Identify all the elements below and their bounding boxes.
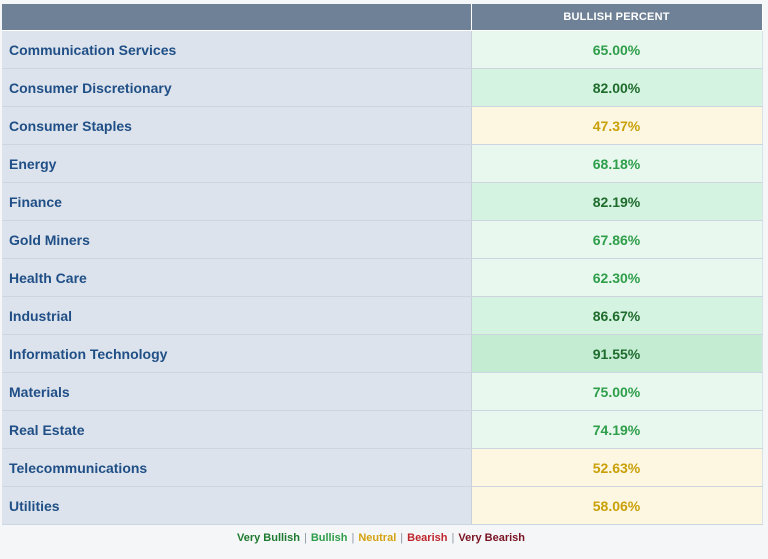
sector-name[interactable]: Industrial xyxy=(2,296,472,335)
bullish-percent-column-header[interactable]: BULLISH PERCENT xyxy=(471,4,763,31)
table-row[interactable]: Telecommunications 52.63% xyxy=(2,448,763,487)
legend-separator: | xyxy=(451,532,455,544)
bullish-percent-value: 62.30% xyxy=(471,258,763,297)
table-row[interactable]: Materials 75.00% xyxy=(2,372,763,411)
sector-name[interactable]: Telecommunications xyxy=(2,448,472,487)
table-row[interactable]: Energy 68.18% xyxy=(2,144,763,183)
bullish-percent-value: 52.63% xyxy=(471,448,763,487)
table-row[interactable]: Gold Miners 67.86% xyxy=(2,220,763,259)
sector-name[interactable]: Utilities xyxy=(2,486,472,525)
legend-separator: | xyxy=(351,532,355,544)
sector-column-header[interactable] xyxy=(2,4,472,31)
table-row[interactable]: Consumer Staples 47.37% xyxy=(2,106,763,145)
sector-name[interactable]: Materials xyxy=(2,372,472,411)
sector-name[interactable]: Communication Services xyxy=(2,30,472,69)
sector-name[interactable]: Gold Miners xyxy=(2,220,472,259)
legend-separator: | xyxy=(400,532,404,544)
bullish-percent-value: 67.86% xyxy=(471,220,763,259)
bullish-percent-value: 86.67% xyxy=(471,296,763,335)
bullish-percent-value: 47.37% xyxy=(471,106,763,145)
sector-name[interactable]: Consumer Discretionary xyxy=(2,68,472,107)
bullish-percent-value: 65.00% xyxy=(471,30,763,69)
sector-table: BULLISH PERCENT Communication Services 65… xyxy=(2,4,763,525)
legend-item: Very Bearish xyxy=(458,532,525,544)
legend-item: Very Bullish xyxy=(236,532,300,544)
bullish-percent-value: 82.00% xyxy=(471,68,763,107)
legend-separator: | xyxy=(303,532,307,544)
sector-name[interactable]: Real Estate xyxy=(2,410,472,449)
table-row[interactable]: Utilities 58.06% xyxy=(2,486,763,525)
rating-legend: Very Bullish | Bullish | Neutral | Bearish | Ver… xyxy=(0,532,762,544)
table-row[interactable]: Communication Services 65.00% xyxy=(2,30,763,69)
bullish-percent-value: 58.06% xyxy=(471,486,763,525)
table-row[interactable]: Health Care 62.30% xyxy=(2,258,763,297)
table-row[interactable]: Information Technology 91.55% xyxy=(2,334,763,373)
bullish-percent-value: 75.00% xyxy=(471,372,763,411)
table-body: Communication Services 65.00% Consumer Dis… xyxy=(2,30,763,525)
legend-item: Bullish xyxy=(310,532,348,544)
sector-name[interactable]: Energy xyxy=(2,144,472,183)
sector-name[interactable]: Health Care xyxy=(2,258,472,297)
legend-item: Neutral xyxy=(358,532,397,544)
table-row[interactable]: Finance 82.19% xyxy=(2,182,763,221)
legend-item: Bearish xyxy=(407,532,448,544)
table-header-row: BULLISH PERCENT xyxy=(2,4,763,31)
bullish-percent-value: 82.19% xyxy=(471,182,763,221)
bullish-percent-value: 68.18% xyxy=(471,144,763,183)
bullish-percent-value: 74.19% xyxy=(471,410,763,449)
table-row[interactable]: Consumer Discretionary 82.00% xyxy=(2,68,763,107)
sector-name[interactable]: Consumer Staples xyxy=(2,106,472,145)
table-row[interactable]: Real Estate 74.19% xyxy=(2,410,763,449)
table-row[interactable]: Industrial 86.67% xyxy=(2,296,763,335)
sector-name[interactable]: Finance xyxy=(2,182,472,221)
bullish-percent-value: 91.55% xyxy=(471,334,763,373)
sector-name[interactable]: Information Technology xyxy=(2,334,472,373)
